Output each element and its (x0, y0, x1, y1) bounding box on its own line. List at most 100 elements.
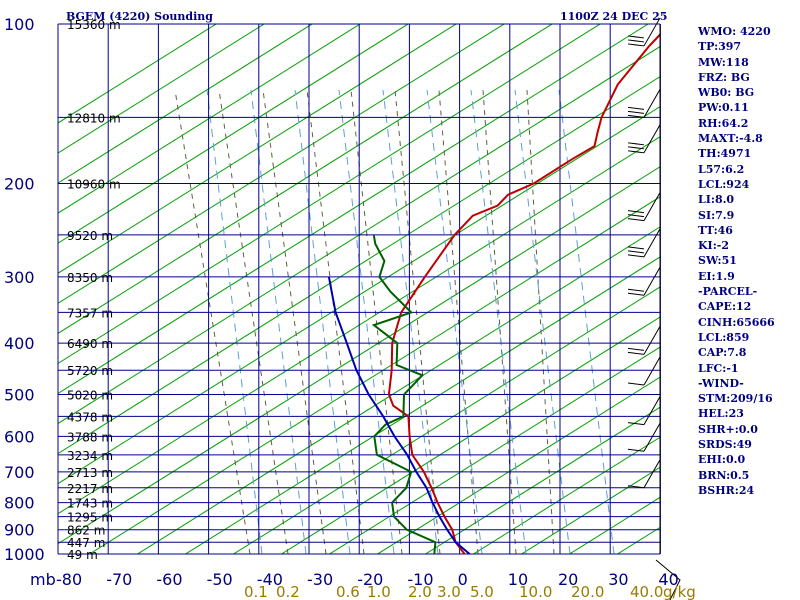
moist-adiabat (306, 89, 365, 554)
wind-barb-flag (627, 35, 645, 39)
moist-adiabat (482, 89, 517, 554)
dry-adiabat (280, 316, 660, 554)
height-label: 8350 m (67, 271, 113, 285)
moist-adiabat (438, 89, 479, 554)
mixing-ratio-tick: 0.1 (244, 583, 268, 600)
stat-line: PW:0.11 (698, 101, 749, 115)
pressure-label: 400 (4, 334, 35, 353)
wind-barb (627, 192, 661, 222)
wind-barb-flag (627, 106, 645, 110)
temperature-tick: 10 (508, 570, 528, 589)
pressure-unit-label: mb (30, 570, 56, 589)
wind-barb-flag (627, 218, 645, 222)
height-label: 15360 m (67, 18, 121, 32)
temperature-tick: 40 (658, 570, 678, 589)
temperature-tick: -70 (106, 570, 132, 589)
wind-barb-flag (627, 246, 645, 250)
stat-line: STM:209/16 (698, 392, 773, 406)
stat-line: SRDS:49 (698, 438, 752, 452)
wind-barb (627, 17, 661, 47)
dry-adiabat (58, 24, 602, 364)
height-label: 2713 m (67, 466, 113, 480)
temperature-tick: -60 (156, 570, 182, 589)
wind-barb-flag (627, 292, 645, 296)
stat-line: MW:118 (698, 55, 749, 69)
dewpoint-line (371, 234, 437, 554)
parcel-line (327, 276, 471, 554)
height-label: 3788 m (67, 430, 113, 444)
stat-line: EHI:0.0 (698, 453, 746, 467)
wind-barbs (627, 17, 681, 600)
stat-line: BSHR:24 (698, 483, 755, 497)
dry-adiabat (424, 406, 660, 554)
mixing-ratio-line (250, 89, 307, 554)
moist-adiabat (526, 89, 555, 554)
height-label: 9520 m (67, 229, 113, 243)
wind-barb (627, 89, 661, 118)
stat-line: LCL:859 (698, 330, 750, 344)
stat-line: SI:7.9 (698, 208, 735, 222)
mixing-ratio-line (294, 89, 351, 554)
dry-adiabat (58, 166, 660, 545)
wind-barb-staff (643, 89, 661, 118)
stat-line: LCL:924 (698, 177, 750, 191)
temperature-tick: -30 (307, 570, 333, 589)
height-label: 5020 m (67, 388, 113, 402)
wind-barb (627, 459, 661, 489)
wind-barb-flag (627, 110, 645, 114)
stat-line: MAXT:-4.8 (698, 132, 763, 146)
stat-line: -WIND- (698, 376, 744, 390)
dry-adiabat (58, 24, 410, 244)
wind-barb-staff (643, 356, 661, 386)
dry-adiabat (58, 106, 660, 485)
stat-line: -PARCEL- (698, 285, 758, 299)
mixing-ratio-tick: 1.0 (367, 583, 391, 600)
height-label: 6490 m (67, 337, 113, 351)
stat-line: FRZ: BG (698, 70, 750, 84)
stat-line: WMO: 4220 (698, 25, 771, 38)
height-label: 5720 m (67, 364, 113, 378)
wind-barb-flag (627, 422, 645, 426)
stat-line: LI:8.0 (698, 193, 735, 207)
height-label: 7357 m (67, 306, 113, 320)
stat-line: EI:1.9 (698, 269, 735, 283)
stat-line: CAPE:12 (698, 300, 752, 314)
wind-barb-surface (655, 559, 681, 600)
height-label: 3234 m (67, 449, 113, 463)
dry-adiabat (472, 436, 660, 554)
stat-line: SW:51 (698, 254, 737, 268)
temperature-line (387, 33, 660, 554)
wind-barb-staff (643, 326, 661, 355)
pressure-label: 300 (4, 268, 35, 287)
mixing-ratio-line (514, 89, 571, 554)
wind-barb (627, 124, 661, 154)
moist-adiabat (394, 89, 441, 554)
stat-line: BRN:0.5 (698, 468, 750, 482)
pressure-label: 600 (4, 427, 35, 446)
height-label: 12810 m (67, 111, 121, 125)
wind-barb-flag (627, 347, 645, 351)
stat-line: TT:46 (698, 223, 733, 237)
wind-barb-flag (627, 448, 645, 452)
sounding-indices-panel: WMO: 4220 TP:397 MW:118 FRZ: BG WB0: BG PW:0.… (698, 24, 798, 498)
stat-line: L57:6.2 (698, 162, 745, 176)
height-label: 1743 m (67, 497, 113, 511)
wind-barb-staff (643, 267, 661, 296)
pressure-label: 1000 (4, 545, 45, 564)
wind-barb (627, 326, 661, 355)
height-label: 49 m (67, 548, 98, 562)
wind-barb-flag (627, 43, 645, 47)
wind-barb (627, 228, 661, 258)
wind-barb-flag (627, 114, 645, 118)
temperature-tick: -80 (56, 570, 82, 589)
height-label: 447 m (67, 536, 105, 550)
wind-barb-flag (627, 288, 645, 292)
stat-line: TH:4971 (698, 147, 752, 161)
adiabat-lines (58, 24, 660, 554)
valid-time: 1100Z 24 DEC 25 (560, 10, 667, 23)
wind-barb-staff (643, 459, 661, 489)
dry-adiabat (58, 24, 362, 214)
wind-barb-flag (627, 210, 645, 214)
wind-barb-staff (643, 124, 661, 154)
